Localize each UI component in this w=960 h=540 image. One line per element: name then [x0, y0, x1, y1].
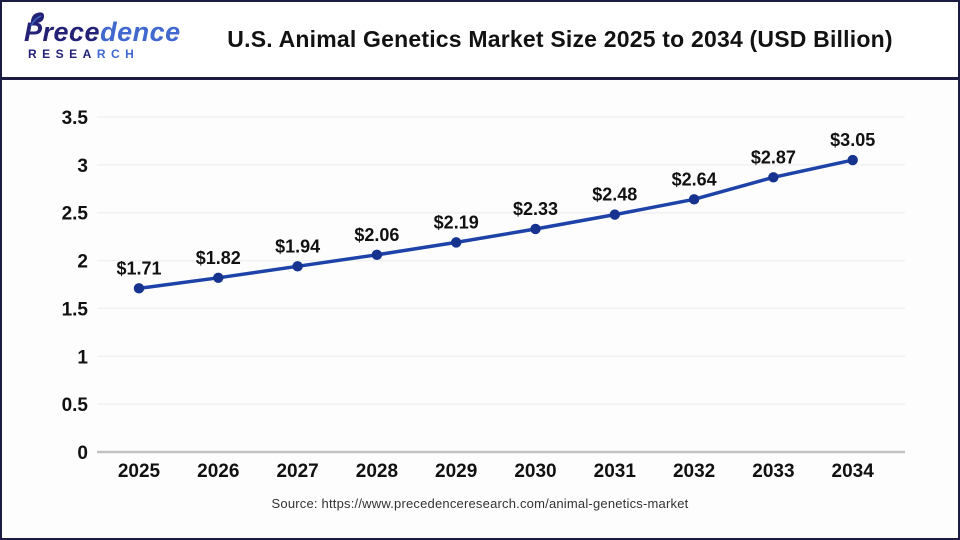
data-point-marker — [609, 209, 620, 220]
page-title: U.S. Animal Genetics Market Size 2025 to… — [227, 26, 893, 52]
data-point-label: $1.71 — [116, 258, 161, 278]
data-point-marker — [768, 172, 779, 183]
trend-line — [137, 158, 855, 291]
x-axis-tick-label: 2025 — [118, 461, 161, 482]
line-chart-svg: 0 0.5 1 1.5 2 2.5 3 3.5 $1.71 2025 $1.82 2026 $1.94 2… — [62, 108, 905, 482]
data-point-label: $2.87 — [751, 147, 796, 167]
x-axis-tick-label: 2027 — [276, 461, 318, 482]
y-axis-tick-label: 3 — [77, 156, 88, 177]
x-axis-tick-label: 2026 — [197, 461, 239, 482]
x-axis-tick-label: 2032 — [673, 461, 715, 482]
x-axis-tick-label: 2030 — [514, 461, 556, 482]
data-point-label: $2.33 — [513, 199, 558, 219]
title-wrap: U.S. Animal Genetics Market Size 2025 to… — [194, 26, 958, 53]
precedence-research-logo: Precedence RESEARCH — [24, 12, 194, 60]
y-axis-tick-label: 1 — [77, 347, 88, 368]
data-point-label: $1.94 — [275, 236, 320, 256]
x-axis-tick-label: 2028 — [356, 461, 398, 482]
x-axis-tick-label: 2029 — [435, 461, 477, 482]
data-point-marker — [371, 249, 383, 261]
source-text: Source: https://www.precedenceresearch.c… — [271, 496, 689, 511]
y-axis-tick-label: 2 — [77, 252, 88, 273]
data-point-label: $2.64 — [672, 169, 717, 189]
logo-sub-part-a: RESEA — [28, 47, 97, 61]
data-point-marker — [530, 223, 541, 235]
data-point-marker — [213, 272, 224, 283]
data-point-marker — [688, 194, 700, 205]
x-axis-tick-label: 2031 — [594, 461, 637, 482]
y-axis-tick-label: 1.5 — [62, 299, 89, 320]
x-axis-tick-label: 2033 — [752, 461, 794, 482]
data-point-label: $2.48 — [592, 185, 637, 205]
logo-sub-part-b: RCH — [96, 47, 140, 61]
data-point-marker — [451, 237, 462, 248]
logo-leaf-icon — [30, 12, 44, 27]
data-point-label: $1.82 — [196, 248, 241, 268]
header: Precedence RESEARCH U.S. Animal Genetics… — [2, 2, 958, 77]
data-point-label: $2.06 — [354, 225, 399, 245]
chart-region: 0 0.5 1 1.5 2 2.5 3 3.5 $1.71 2025 $1.82 2026 $1.94 2… — [2, 80, 958, 538]
y-axis-tick-label: 0 — [77, 443, 88, 464]
x-axis-tick-label: 2034 — [832, 461, 875, 482]
data-point-label: $3.05 — [830, 130, 875, 150]
data-point-label: $2.19 — [434, 212, 479, 232]
data-point-marker — [133, 283, 145, 294]
data-point-marker — [292, 261, 303, 272]
y-axis-tick-label: 3.5 — [62, 108, 89, 129]
logo-subtext: RESEARCH — [24, 48, 194, 60]
data-point-marker — [847, 154, 858, 166]
logo-brand-text: Precedence — [24, 19, 194, 46]
y-axis-tick-label: 2.5 — [62, 204, 89, 225]
y-axis-tick-label: 0.5 — [62, 395, 89, 416]
header-divider — [2, 77, 958, 80]
logo-brand-part-b: dence — [100, 17, 181, 47]
